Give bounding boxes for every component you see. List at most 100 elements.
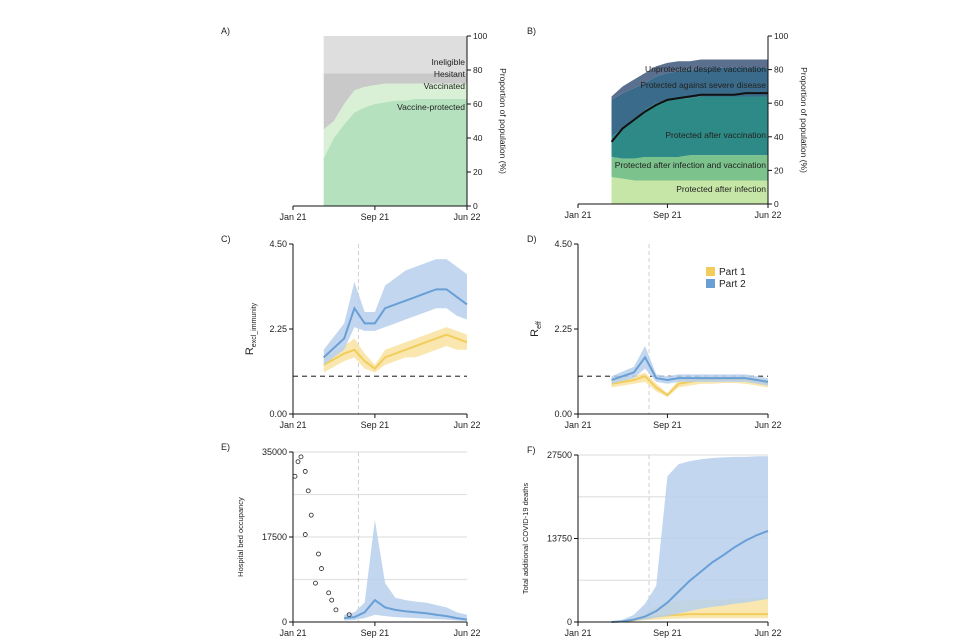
- axes: Jan 21 Sep 21 Jun 22 0 17500 35000 Hospital be…: [236, 447, 481, 638]
- axes: Jan 21 Sep 21 Jun 22 0.00 2.25 4.50 Rexcl_immu…: [244, 239, 481, 430]
- panel-label: F): [527, 445, 536, 455]
- panel-a: A) Ineligible Hesitant Vaccinated Vaccine-pr…: [221, 26, 508, 222]
- observed-point: [298, 454, 304, 460]
- y-tick-label: 0: [774, 199, 779, 209]
- y-tick-label: 40: [774, 132, 784, 142]
- y-tick-label: 0.00: [554, 409, 572, 419]
- overall-protection-line: [610, 92, 768, 143]
- y-axis-title: Reff: [529, 321, 543, 337]
- y-tick-label: 0: [282, 617, 287, 627]
- x-tick-label: Jan 21: [564, 420, 591, 430]
- panel-label: D): [527, 234, 537, 244]
- y-tick-label: 2.25: [269, 324, 287, 334]
- panel-label: B): [527, 26, 536, 36]
- panel-c: C) Jan 21 Sep 21 Jun 22 0.00 2.25 4.50 Rexcl_im…: [221, 234, 481, 430]
- y-axis-title-subscript: eff: [536, 321, 543, 329]
- x-tick-label: Jan 21: [564, 210, 591, 220]
- y-tick-label: 35000: [262, 447, 287, 457]
- observed-point: [295, 459, 301, 465]
- area-label: Hesitant: [434, 69, 466, 79]
- observed-point: [346, 612, 352, 618]
- area-protected-against-severe-disease: [611, 67, 768, 137]
- area-ineligible: [323, 36, 467, 74]
- y-axis-title-main: R: [244, 347, 256, 355]
- x-tick-label: Sep 21: [361, 420, 390, 430]
- panel-label: E): [221, 442, 230, 452]
- y-tick-label: 17500: [262, 532, 287, 542]
- series-line-part-2: [611, 529, 769, 623]
- x-tick-label: Jun 22: [453, 420, 480, 430]
- observed-point: [302, 532, 308, 537]
- band-part-2: [344, 520, 467, 622]
- area-protected-after-infection-and-vaccination: [611, 155, 768, 181]
- x-tick-label: Jan 21: [279, 212, 306, 222]
- y-tick-label: 4.50: [269, 239, 287, 249]
- y-tick-label: 4.50: [554, 239, 572, 249]
- y-axis-title: Hospital bed occupancy: [236, 497, 245, 577]
- observed-point: [308, 512, 314, 518]
- band-part-2: [323, 259, 467, 365]
- axes: Jan 21 Sep 21 Jun 22 0 13750 27500 Total addit…: [521, 450, 782, 638]
- y-tick-label: 20: [774, 165, 784, 175]
- y-tick-label: 40: [473, 133, 483, 143]
- y-axis-title: Rexcl_immunity: [244, 302, 258, 355]
- y-tick-label: 100: [774, 31, 788, 41]
- observed-point: [302, 469, 308, 474]
- legend-label: Part 2: [719, 279, 746, 290]
- x-tick-label: Jun 22: [453, 628, 480, 638]
- x-tick-label: Sep 21: [361, 628, 390, 638]
- series-line-part-2: [344, 598, 468, 621]
- area-label: Vaccinated: [424, 81, 466, 91]
- y-tick-label: 0.00: [269, 409, 287, 419]
- x-tick-label: Sep 21: [653, 628, 682, 638]
- area-label: Protected against severe disease: [640, 80, 766, 90]
- y-tick-label: 60: [774, 98, 784, 108]
- area-label: Ineligible: [431, 57, 465, 67]
- band-part-1: [323, 327, 467, 373]
- x-tick-label: Sep 21: [653, 210, 682, 220]
- x-tick-label: Jan 21: [564, 628, 591, 638]
- y-axis-title-main: R: [529, 329, 541, 337]
- y-tick-label: 100: [473, 31, 487, 41]
- band-part-2: [611, 346, 768, 386]
- panel-label: C): [221, 234, 231, 244]
- panel-b: B) Unprotected despite vaccination Protect…: [527, 26, 809, 220]
- series-line-part-1: [323, 333, 468, 371]
- area-protected-after-infection: [611, 177, 768, 204]
- legend-label: Part 1: [719, 267, 746, 278]
- area-vaccine-protected: [323, 98, 467, 206]
- y-axis-title-subscript: excl_immunity: [251, 302, 258, 347]
- y-axis-title: Total additional COVID-19 deaths: [521, 483, 530, 595]
- area-label: Protected after infection and vaccinatio…: [615, 160, 766, 170]
- area-label: Protected after infection: [676, 184, 766, 194]
- axes: Jan 21 Sep 21 Jun 220 20 40 60 80 100 Proportion…: [564, 31, 809, 220]
- band-part-2: [611, 456, 768, 622]
- x-tick-label: Jun 22: [754, 628, 781, 638]
- y-tick-label: 20: [473, 167, 483, 177]
- y-tick-label: 80: [473, 65, 483, 75]
- x-tick-label: Jun 22: [754, 210, 781, 220]
- area-protected-after-vaccination: [611, 96, 768, 159]
- observed-point: [292, 473, 298, 479]
- observed-point: [305, 488, 311, 494]
- x-tick-label: Sep 21: [361, 212, 390, 222]
- observed-point: [313, 580, 318, 586]
- area-vaccinated: [323, 83, 467, 159]
- x-tick-label: Jun 22: [754, 420, 781, 430]
- area-label: Unprotected despite vaccination: [645, 64, 766, 74]
- y-tick-label: 60: [473, 99, 483, 109]
- legend-swatch: [706, 279, 715, 288]
- axes: Jan 21 Sep 21 Jun 22 0.00 2.25 4.50 Reff: [529, 239, 782, 430]
- observed-point: [319, 566, 324, 571]
- area-label: Vaccine-protected: [397, 102, 465, 112]
- series-line-part-2: [323, 288, 468, 359]
- x-tick-label: Sep 21: [653, 420, 682, 430]
- y-tick-label: 0: [473, 201, 478, 211]
- y-axis-title: Proportion of population (%): [498, 68, 508, 174]
- area-label: Protected after vaccination: [665, 130, 766, 140]
- y-axis-title: Proportion of population (%): [799, 67, 809, 173]
- panel-label: A): [221, 26, 230, 36]
- x-tick-label: Jan 21: [279, 628, 306, 638]
